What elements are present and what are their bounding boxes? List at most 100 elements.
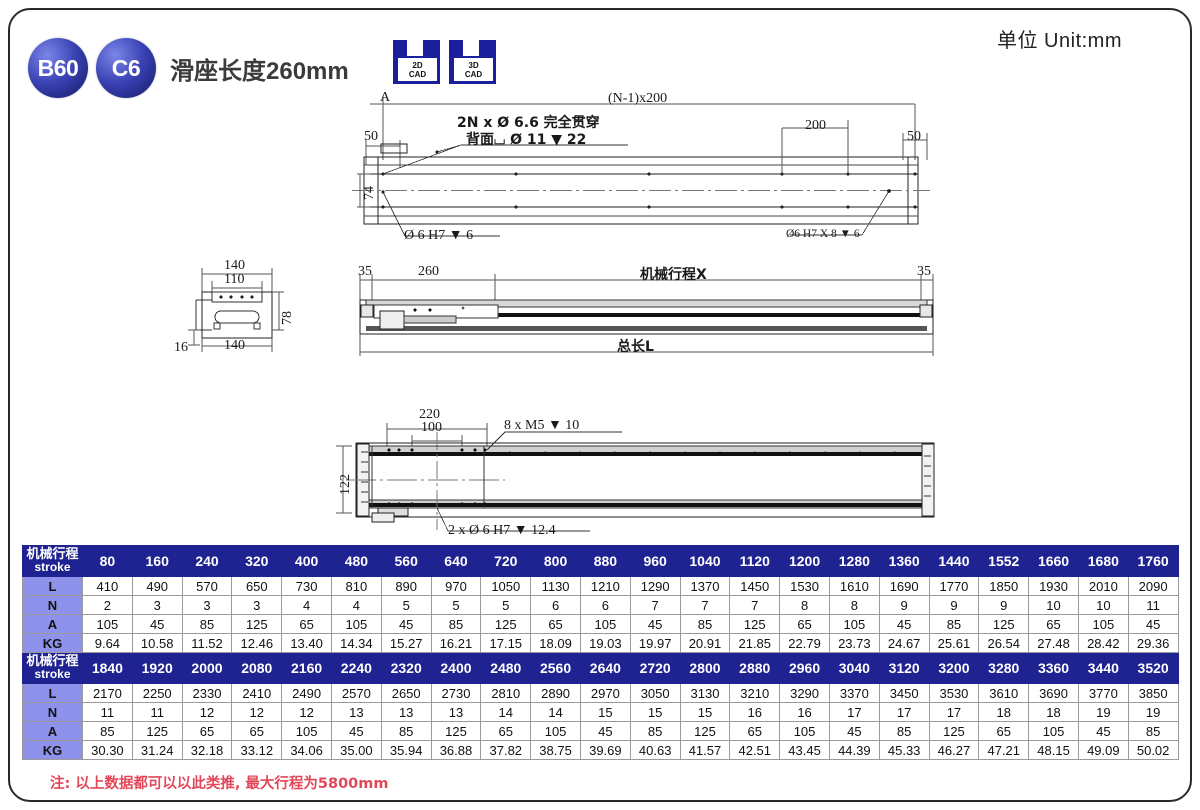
cell-a: 45 — [330, 721, 382, 741]
cell-a: 65 — [978, 721, 1030, 741]
cell-l: 1610 — [828, 576, 880, 596]
cell-kg: 11.52 — [181, 633, 233, 653]
section-width-bottom-label: 140 — [224, 338, 245, 353]
hole-note-line1: 2N x Ø 6.6 完全贯穿 — [457, 115, 600, 131]
cell-kg: 34.06 — [281, 740, 332, 760]
stroke-value: 240 — [181, 545, 233, 577]
cell-n: 11 — [82, 702, 133, 722]
cell-n: 19 — [1127, 702, 1179, 722]
cell-a: 125 — [480, 614, 532, 634]
stroke-value: 3200 — [928, 652, 980, 684]
cell-n: 12 — [231, 702, 283, 722]
cell-n: 15 — [579, 702, 631, 722]
cell-l: 2250 — [131, 683, 183, 703]
cell-l: 890 — [380, 576, 432, 596]
cell-n: 15 — [629, 702, 681, 722]
cell-kg: 48.15 — [1028, 740, 1079, 760]
cell-n: 7 — [629, 595, 681, 615]
row-label-n: N — [22, 595, 83, 615]
cell-kg: 36.88 — [430, 740, 482, 760]
hole-note-line2: 背面⌴ Ø 11 ▼ 22 — [466, 132, 587, 148]
side-end-right-label: 35 — [917, 264, 931, 279]
cell-l: 970 — [430, 576, 482, 596]
cell-a: 85 — [430, 614, 482, 634]
cell-a: 105 — [530, 721, 581, 741]
stroke-value: 2800 — [679, 652, 731, 684]
pitch-200-label: 200 — [805, 118, 826, 133]
row-label-a: A — [22, 614, 83, 634]
cell-a: 85 — [1127, 721, 1179, 741]
stroke-value: 1440 — [928, 545, 980, 577]
stroke-value: 3440 — [1077, 652, 1129, 684]
cell-n: 3 — [231, 595, 283, 615]
cad-2d-icon[interactable]: 2D CAD — [393, 40, 440, 84]
table-header-row: 机械行程 stroke 80 160 240 320 400 480 560 640 720 800 8… — [22, 545, 1179, 577]
cell-l: 3850 — [1127, 683, 1179, 703]
screw-note-label: 8 x M5 ▼ 10 — [504, 418, 580, 433]
stroke-value: 800 — [530, 545, 581, 577]
section-height-78-label: 78 — [280, 311, 295, 325]
cell-l: 3450 — [878, 683, 930, 703]
drawing-svg — [188, 96, 935, 532]
cell-n: 8 — [779, 595, 830, 615]
cell-l: 490 — [131, 576, 183, 596]
cell-kg: 27.48 — [1028, 633, 1079, 653]
footnote: 注: 以上数据都可以以此类推, 最大行程为5800mm — [50, 776, 389, 792]
dim-220-label: 220 — [419, 407, 440, 422]
cell-kg: 19.03 — [579, 633, 631, 653]
cell-kg: 45.33 — [878, 740, 930, 760]
cell-kg: 13.40 — [281, 633, 332, 653]
cell-kg: 38.75 — [530, 740, 581, 760]
cell-kg: 40.63 — [629, 740, 681, 760]
stroke-value: 1360 — [878, 545, 930, 577]
cell-a: 125 — [928, 721, 980, 741]
stroke-row-label: 机械行程 stroke — [22, 545, 83, 577]
cell-l: 2410 — [231, 683, 283, 703]
cell-kg: 30.30 — [82, 740, 133, 760]
cell-l: 2890 — [530, 683, 581, 703]
cell-a: 65 — [231, 721, 283, 741]
cell-n: 3 — [181, 595, 233, 615]
stroke-value: 2400 — [430, 652, 482, 684]
table-row: A 85 125 65 65 105 45 85 125 65 105 45 85 125 65 105 45 8… — [22, 721, 1179, 741]
side-end-left-label: 35 — [358, 264, 372, 279]
cell-n: 12 — [281, 702, 332, 722]
cell-a: 105 — [82, 614, 133, 634]
cell-l: 2490 — [281, 683, 332, 703]
cell-l: 650 — [231, 576, 283, 596]
cell-l: 1370 — [679, 576, 731, 596]
page-title: 滑座长度260mm — [170, 57, 349, 85]
end-margin-left-label: 50 — [364, 129, 378, 144]
cell-a: 65 — [530, 614, 581, 634]
cell-a: 105 — [828, 614, 880, 634]
cad-2d-line1: 2D — [412, 60, 423, 70]
cell-kg: 41.57 — [679, 740, 731, 760]
datum-a-label: A — [380, 90, 391, 105]
stroke-value: 2240 — [330, 652, 382, 684]
cell-a: 105 — [1077, 614, 1129, 634]
stroke-value: 1680 — [1077, 545, 1129, 577]
cell-a: 45 — [131, 614, 183, 634]
specification-table: 机械行程 stroke 80 160 240 320 400 480 560 640 720 800 8… — [22, 545, 1179, 760]
cell-kg: 26.54 — [978, 633, 1030, 653]
cad-3d-line2: CAD — [464, 69, 483, 79]
cell-a: 125 — [430, 721, 482, 741]
cell-l: 1530 — [779, 576, 830, 596]
table-header-row: 机械行程 stroke 1840 1920 2000 2080 2160 2240 2320 24… — [22, 652, 1179, 684]
cell-l: 1210 — [579, 576, 631, 596]
stroke-value: 80 — [82, 545, 133, 577]
row-label-l: L — [22, 683, 83, 703]
cell-l: 3690 — [1028, 683, 1079, 703]
cell-kg: 32.18 — [181, 740, 233, 760]
cell-a: 65 — [181, 721, 233, 741]
cell-l: 3290 — [779, 683, 830, 703]
cell-n: 11 — [1127, 595, 1179, 615]
stroke-value: 320 — [231, 545, 283, 577]
cell-n: 6 — [579, 595, 631, 615]
cell-l: 3130 — [679, 683, 731, 703]
width-74-label: 74 — [362, 186, 377, 200]
cell-n: 6 — [530, 595, 581, 615]
cell-n: 13 — [380, 702, 432, 722]
cell-n: 5 — [380, 595, 432, 615]
cell-a: 85 — [82, 721, 133, 741]
